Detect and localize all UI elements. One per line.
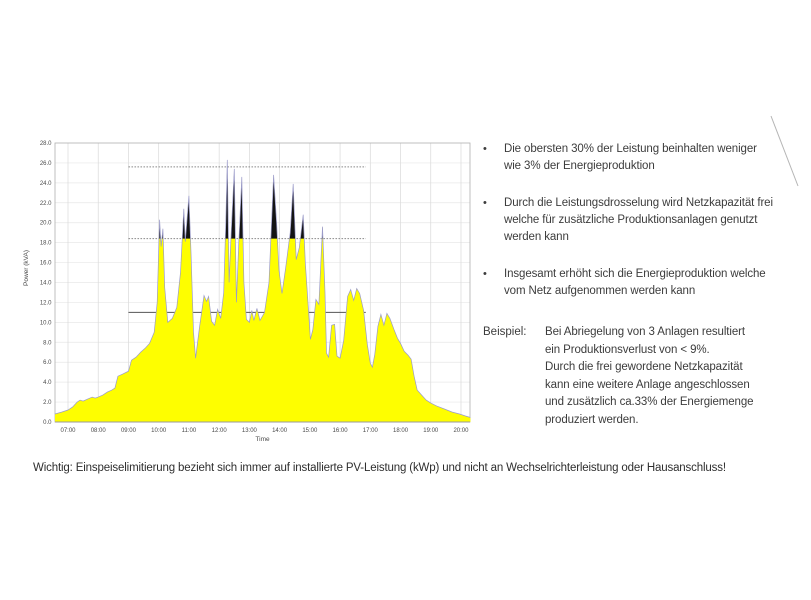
bullet-list: • Die obersten 30% der Leistung beinhalt…	[483, 141, 805, 300]
bullet-icon: •	[483, 268, 487, 280]
bullet-icon: •	[483, 197, 487, 209]
svg-text:10.0: 10.0	[40, 320, 52, 326]
power-chart: 0.0 2.0 4.0 6.0 8.0 10.0 12.0 14.0 16.0 18.0 20.0 2…	[20, 133, 480, 445]
svg-text:07:00: 07:00	[60, 428, 76, 434]
svg-text:19:00: 19:00	[423, 428, 439, 434]
svg-text:6.0: 6.0	[43, 360, 52, 366]
svg-text:8.0: 8.0	[43, 340, 52, 346]
svg-text:0.0: 0.0	[43, 420, 52, 426]
bullet-icon: •	[483, 143, 487, 155]
svg-text:20:00: 20:00	[453, 428, 469, 434]
svg-text:18.0: 18.0	[40, 241, 52, 247]
svg-text:26.0: 26.0	[40, 161, 52, 167]
svg-text:Time: Time	[255, 436, 270, 443]
diagonal-line	[770, 115, 799, 187]
bullet-item-2: • Durch die Leistungsdrosselung wird Net…	[483, 195, 805, 246]
svg-text:17:00: 17:00	[363, 428, 379, 434]
svg-text:20.0: 20.0	[40, 221, 52, 227]
beispiel-label: Beispiel:	[483, 326, 527, 338]
svg-text:09:00: 09:00	[121, 428, 137, 434]
svg-text:28.0: 28.0	[40, 141, 52, 147]
svg-text:14.0: 14.0	[40, 281, 52, 287]
svg-text:12:00: 12:00	[212, 428, 228, 434]
svg-text:12.0: 12.0	[40, 300, 52, 306]
beispiel-text: Bei Abriegelung von 3 Anlagen resultiert…	[545, 326, 754, 426]
svg-text:10:00: 10:00	[151, 428, 167, 434]
svg-text:2.0: 2.0	[43, 400, 52, 406]
bullet-text-3: Insgesamt erhöht sich die Energieprodukt…	[504, 268, 766, 297]
svg-text:14:00: 14:00	[272, 428, 288, 434]
svg-text:24.0: 24.0	[40, 181, 52, 187]
svg-text:16.0: 16.0	[40, 261, 52, 267]
svg-text:11:00: 11:00	[182, 428, 197, 434]
svg-text:4.0: 4.0	[43, 380, 52, 386]
svg-text:Power (kVA): Power (kVA)	[23, 250, 30, 286]
svg-text:16:00: 16:00	[333, 428, 349, 434]
svg-text:18:00: 18:00	[393, 428, 409, 434]
beispiel-block: Beispiel: Bei Abriegelung von 3 Anlagen …	[483, 324, 805, 429]
svg-text:15:00: 15:00	[302, 428, 318, 434]
power-chart-svg: 0.0 2.0 4.0 6.0 8.0 10.0 12.0 14.0 16.0 18.0 20.0 2…	[23, 141, 471, 443]
svg-text:08:00: 08:00	[91, 428, 107, 434]
bullet-item-1: • Die obersten 30% der Leistung beinhalt…	[483, 141, 805, 175]
notes-column: • Die obersten 30% der Leistung beinhalt…	[483, 141, 805, 429]
bullet-text-2: Durch die Leistungsdrosselung wird Netzk…	[504, 197, 773, 243]
svg-text:22.0: 22.0	[40, 201, 52, 207]
svg-text:13:00: 13:00	[242, 428, 258, 434]
bullet-text-1: Die obersten 30% der Leistung beinhalten…	[504, 143, 757, 172]
wichtig-note: Wichtig: Einspeiselimitierung bezieht si…	[33, 462, 726, 474]
bullet-item-3: • Insgesamt erhöht sich die Energieprodu…	[483, 266, 805, 300]
